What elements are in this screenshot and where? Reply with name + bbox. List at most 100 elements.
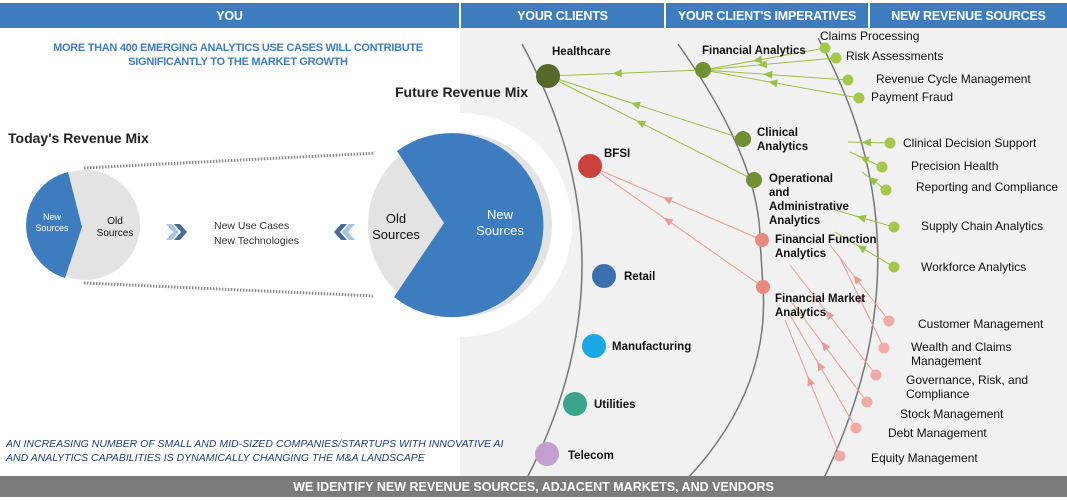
imperative-node bbox=[755, 233, 769, 247]
arrow-marker bbox=[757, 60, 768, 69]
imperatives-arc bbox=[677, 43, 765, 479]
client-label-manufacturing: Manufacturing bbox=[612, 341, 692, 353]
label-line: New bbox=[42, 212, 61, 222]
imperative-node bbox=[695, 62, 711, 78]
link-source-to-imperative bbox=[702, 69, 860, 99]
arrow-marker bbox=[817, 361, 826, 372]
source-label: Reporting and Compliance bbox=[916, 180, 1059, 194]
source-label: Wealth and Claims Management bbox=[911, 340, 1012, 368]
link-imperative-to-client bbox=[589, 165, 764, 288]
arrow-marker bbox=[768, 79, 778, 88]
today-revenue-mix-title: Today's Revenue Mix bbox=[8, 130, 149, 146]
label-line: Old bbox=[107, 216, 123, 227]
label-line: Sources bbox=[96, 228, 134, 239]
header-client-imperatives: YOUR CLIENT'S IMPERATIVES bbox=[666, 3, 868, 28]
link-source-to-imperative bbox=[702, 47, 826, 71]
source-node bbox=[819, 42, 831, 54]
arrow-marker bbox=[857, 294, 866, 304]
arrow-marker bbox=[856, 214, 867, 223]
bottom-note-line-1: AN INCREASING NUMBER OF SMALL AND MID-SI… bbox=[6, 438, 504, 450]
client-node-telecom bbox=[535, 442, 559, 466]
arrow-marker bbox=[859, 156, 870, 165]
arrow-marker bbox=[868, 177, 879, 186]
arrow-marker bbox=[861, 138, 871, 147]
imperative-label: Clinical Analytics bbox=[757, 127, 809, 153]
clients-arc bbox=[521, 43, 583, 481]
source-label: Clinical Decision Support bbox=[903, 136, 1037, 150]
source-node bbox=[853, 92, 865, 104]
source-label: Debt Management bbox=[888, 426, 987, 440]
source-label: Payment Fraud bbox=[871, 90, 954, 104]
source-label: Claims Processing bbox=[820, 29, 920, 43]
new-sources-slice bbox=[26, 172, 82, 278]
label-line: Sources bbox=[476, 223, 524, 238]
tagline-line-1: MORE THAN 400 EMERGING ANALYTICS USE CAS… bbox=[53, 42, 423, 54]
source-node bbox=[861, 396, 873, 408]
source-label: Revenue Cycle Management bbox=[876, 72, 1031, 86]
imperative-node bbox=[756, 280, 770, 294]
arrow-marker bbox=[853, 275, 863, 285]
source-label: Governance, Risk, and Compliance bbox=[906, 373, 1029, 401]
source-label: Supply Chain Analytics bbox=[921, 219, 1044, 233]
client-label-bfsi: BFSI bbox=[604, 148, 631, 160]
bottom-note: AN INCREASING NUMBER OF SMALL AND MID-SI… bbox=[6, 437, 503, 465]
driver-new-technologies: New Technologies bbox=[214, 235, 300, 247]
link-imperative-to-client bbox=[547, 75, 744, 140]
sources-arc bbox=[817, 37, 879, 481]
new-sources-slice bbox=[394, 133, 544, 318]
client-node-manufacturing bbox=[582, 334, 606, 358]
chevron-right-icon bbox=[166, 224, 187, 240]
arrow-marker bbox=[752, 55, 763, 64]
dotted-arrow-bottom bbox=[83, 281, 399, 299]
source-node bbox=[883, 315, 895, 327]
link-imperative-to-client bbox=[547, 75, 755, 181]
tagline: MORE THAN 400 EMERGING ANALYTICS USE CAS… bbox=[0, 41, 476, 69]
source-label: Workforce Analytics bbox=[921, 260, 1027, 274]
client-node-bfsi bbox=[578, 154, 602, 178]
label-line: Old bbox=[385, 211, 407, 226]
today-old-sources-label: Old Sources bbox=[92, 216, 138, 240]
link-source-to-imperative bbox=[789, 314, 857, 429]
source-node bbox=[888, 261, 900, 273]
tagline-line-2: SIGNIFICANTLY TO THE MARKET GROWTH bbox=[128, 56, 348, 68]
arrow-marker bbox=[763, 70, 773, 79]
client-node-retail bbox=[592, 264, 616, 288]
source-node bbox=[830, 52, 842, 64]
source-node bbox=[870, 369, 882, 381]
client-node-utilities bbox=[563, 392, 587, 416]
label-line: Sources bbox=[35, 223, 69, 233]
drivers-text: New Use Cases New Technologies bbox=[214, 219, 299, 249]
source-node bbox=[834, 450, 846, 462]
link-source-to-imperative bbox=[702, 57, 837, 71]
source-label: Customer Management bbox=[918, 317, 1044, 331]
link-source-to-imperative bbox=[789, 299, 868, 403]
client-label-utilities: Utilities bbox=[594, 399, 636, 411]
link-source-to-imperative bbox=[789, 264, 877, 376]
link-source-to-imperative bbox=[702, 69, 849, 81]
link-source-to-imperative bbox=[829, 244, 890, 322]
today-revenue-pie bbox=[26, 170, 140, 280]
arrow-marker bbox=[825, 310, 835, 321]
label-line: Sources bbox=[372, 227, 420, 242]
imperative-label: Financial Function Analytics bbox=[775, 234, 877, 260]
imperative-node bbox=[735, 131, 751, 147]
source-node bbox=[884, 137, 896, 149]
arrow-marker bbox=[857, 245, 868, 254]
arrow-marker bbox=[662, 197, 673, 205]
client-label-healthcare: Healthcare bbox=[552, 46, 611, 58]
source-label: Risk Assessments bbox=[846, 49, 944, 63]
arrow-marker bbox=[630, 101, 641, 110]
source-node bbox=[850, 422, 862, 434]
link-imperative-to-client bbox=[547, 69, 704, 77]
link-source-to-imperative bbox=[839, 257, 885, 349]
arrow-marker bbox=[636, 120, 647, 129]
chevron-left-icon bbox=[334, 224, 355, 240]
link-imperative-to-client bbox=[589, 165, 763, 241]
header-new-revenue-sources: NEW REVENUE SOURCES bbox=[870, 3, 1067, 28]
future-old-sources-label: Old Sources bbox=[366, 211, 426, 243]
today-new-sources-label: New Sources bbox=[30, 212, 74, 234]
source-node bbox=[878, 342, 890, 354]
dotted-arrow-top bbox=[83, 150, 399, 170]
imperative-label: Financial Market Analytics bbox=[775, 293, 866, 319]
